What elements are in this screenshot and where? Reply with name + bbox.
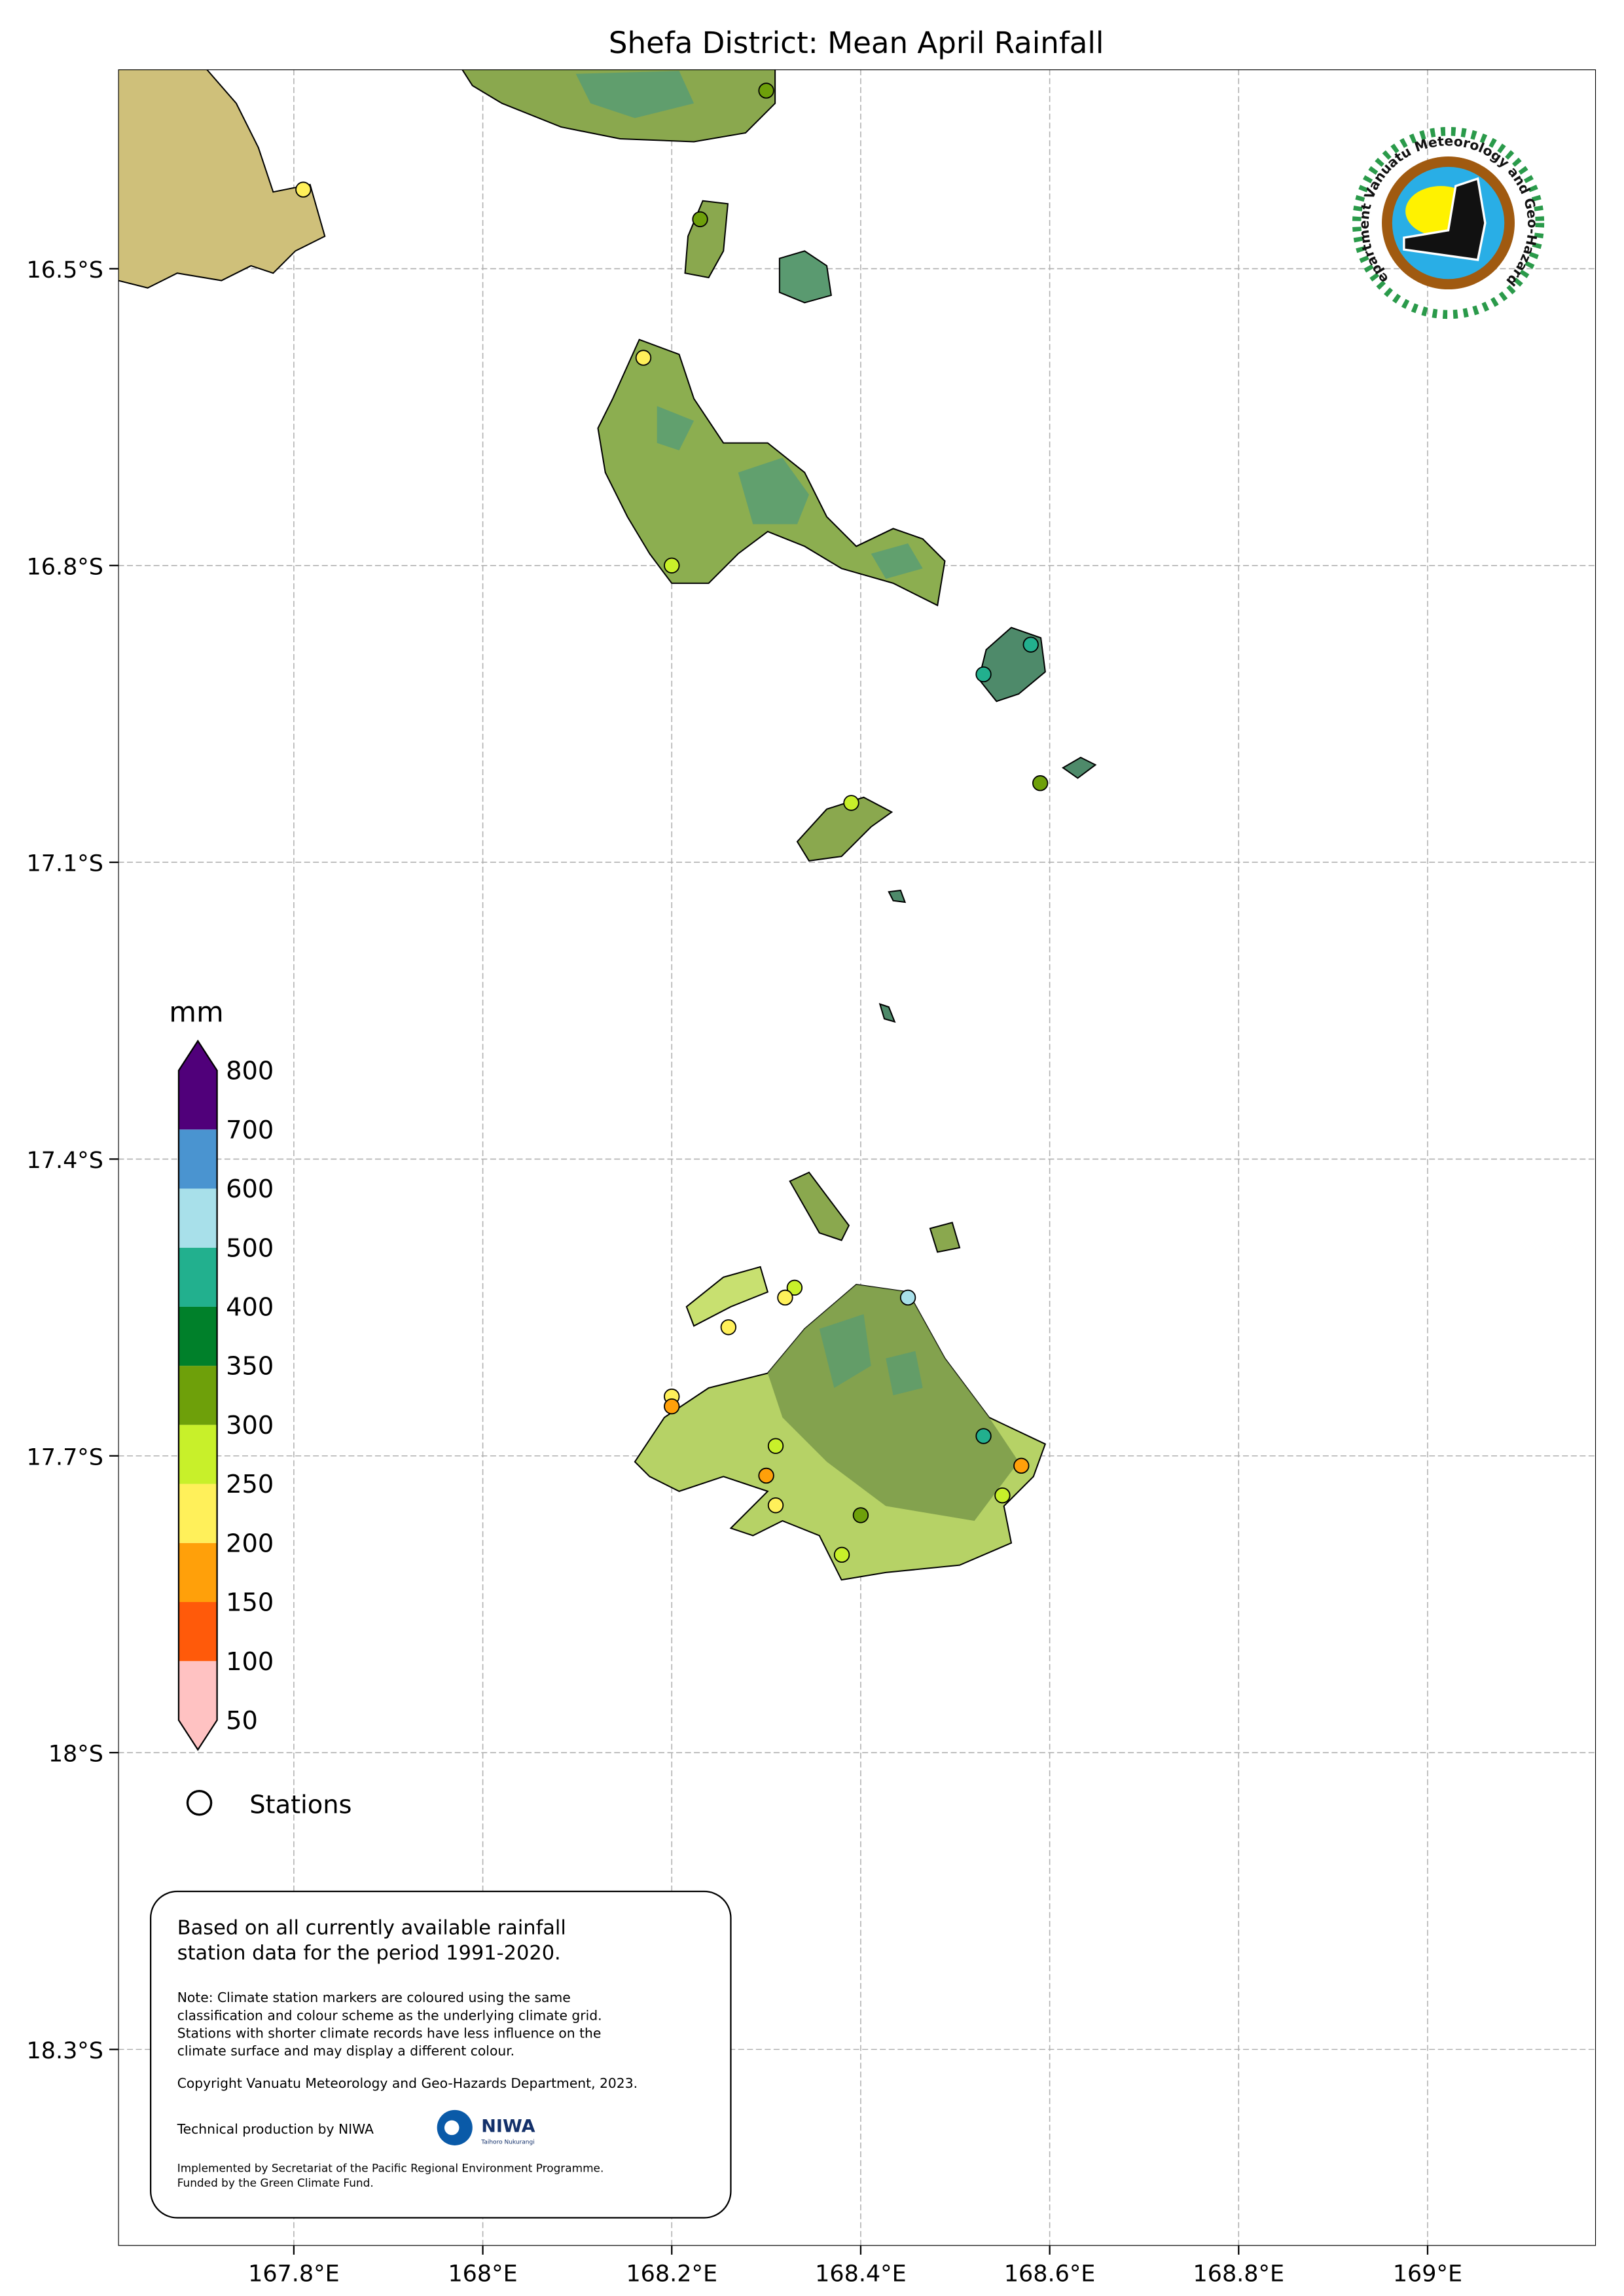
lat-tick-label: 17.1°S	[27, 851, 103, 877]
station-marker[interactable]	[758, 82, 774, 99]
lat-tick-label: 16.5°S	[27, 257, 103, 283]
station-marker[interactable]	[635, 350, 652, 366]
island-mataso	[878, 1003, 896, 1023]
station-markers	[295, 82, 1049, 1563]
station-marker[interactable]	[664, 1398, 680, 1415]
lon-tick-label: 168.2°E	[626, 2261, 717, 2287]
colorbar-label: 200	[226, 1529, 274, 1558]
station-marker[interactable]	[758, 1467, 774, 1484]
colorbar-segment	[178, 1040, 217, 1130]
colorbar-label: 800	[226, 1057, 274, 1086]
lat-tick-label: 18°S	[48, 1741, 103, 1768]
colorbar-segment	[178, 1188, 217, 1248]
colorbar: 50 100 150 200 250 300 350 400 500 600 700 800	[177, 1039, 274, 1751]
island-nguna	[685, 1266, 769, 1327]
lat-tick-label: 17.4°S	[27, 1148, 103, 1174]
island-lopevi	[778, 250, 832, 304]
lon-tick-label: 169°E	[1393, 2261, 1462, 2287]
colorbar-label: 150	[226, 1588, 274, 1618]
colorbar-label: 300	[226, 1411, 274, 1440]
colorbar-label: 50	[226, 1706, 258, 1736]
station-marker[interactable]	[720, 1319, 737, 1336]
colorbar-label: 400	[226, 1292, 274, 1322]
lon-tick-label: 168.8°E	[1193, 2261, 1285, 2287]
colorbar-label: 700	[226, 1116, 274, 1145]
niwa-logo-name: NIWA	[481, 2117, 535, 2137]
colorbar-segment	[178, 1366, 217, 1425]
colorbar-label: 500	[226, 1233, 274, 1263]
niwa-logo-tagline: Taihoro Nukurangi	[480, 2140, 534, 2146]
lat-tick-label: 16.8°S	[27, 554, 103, 580]
colorbar-unit: mm	[169, 996, 223, 1029]
station-marker[interactable]	[843, 795, 859, 811]
colorbar-label: 600	[226, 1175, 274, 1204]
island-makira	[888, 889, 907, 903]
info-copyright: Copyright Vanuatu Meteorology and Geo-Ha…	[177, 2075, 638, 2091]
station-marker[interactable]	[692, 211, 708, 228]
colorbar-label: 100	[226, 1647, 274, 1677]
niwa-logo: NIWA Taihoro Nukurangi	[437, 2109, 535, 2146]
colorbar-label: 250	[226, 1470, 274, 1499]
info-main: Based on all currently available rainfal…	[177, 1916, 573, 1964]
station-marker[interactable]	[1013, 1457, 1030, 1474]
station-marker[interactable]	[852, 1507, 869, 1523]
colorbar-segment	[178, 1247, 217, 1307]
info-technical: Technical production by NIWA	[177, 2121, 374, 2137]
island-emao	[929, 1222, 961, 1253]
colorbar-segment	[178, 1542, 217, 1603]
axis-ticks: 167.8°E 168°E 168.2°E 168.4°E 168.6°E 168.8°E…	[27, 257, 1463, 2287]
info-note: Note: Climate station markers are colour…	[177, 1990, 606, 2058]
ambrym-high-rainfall	[575, 71, 695, 118]
efate-very-high-rainfall	[819, 1314, 923, 1396]
vmgd-logo: Department Vanuatu Meteorology and Geo-H…	[1352, 126, 1545, 319]
island-emae	[796, 796, 893, 862]
station-marker[interactable]	[899, 1289, 916, 1306]
colorbar-segment	[178, 1425, 217, 1484]
station-marker[interactable]	[994, 1487, 1011, 1504]
station-marker[interactable]	[1022, 636, 1039, 653]
lat-tick-label: 17.7°S	[27, 1444, 103, 1470]
station-marker[interactable]	[975, 1428, 992, 1444]
colorbar-segment	[178, 1306, 217, 1366]
station-marker[interactable]	[777, 1289, 793, 1306]
station-marker[interactable]	[767, 1497, 784, 1514]
station-marker[interactable]	[975, 666, 992, 683]
lon-tick-label: 168.4°E	[815, 2261, 907, 2287]
colorbar-label: 350	[226, 1352, 274, 1381]
info-box: Based on all currently available rainfal…	[149, 1890, 732, 2219]
map-title: Shefa District: Mean April Rainfall	[609, 26, 1104, 60]
colorbar-outline	[177, 1039, 218, 1751]
station-marker[interactable]	[786, 1279, 803, 1296]
lon-tick-label: 167.8°E	[248, 2261, 340, 2287]
island-malekula	[118, 69, 326, 289]
island-pele	[789, 1171, 850, 1241]
colorbar-segment	[178, 1484, 217, 1543]
info-implemented: Implemented by Secretariat of the Pacifi…	[177, 2162, 607, 2190]
epi-high-rainfall	[657, 406, 923, 579]
colorbar-segment	[178, 1602, 217, 1662]
colorbar-segment	[178, 1661, 217, 1750]
lon-tick-label: 168.6°E	[1004, 2261, 1096, 2287]
lat-tick-label: 18.3°S	[27, 2038, 103, 2064]
colorbar-segment	[178, 1129, 217, 1189]
station-legend-label: Stations	[249, 1791, 352, 1820]
lon-tick-label: 168°E	[448, 2261, 517, 2287]
station-legend-icon	[186, 1789, 213, 1816]
station-marker[interactable]	[767, 1438, 784, 1454]
island-tongariki	[1062, 756, 1097, 779]
map-area[interactable]	[118, 69, 1597, 2246]
station-marker[interactable]	[664, 557, 680, 574]
station-marker[interactable]	[1032, 775, 1049, 792]
station-marker[interactable]	[833, 1546, 850, 1563]
station-marker[interactable]	[295, 181, 312, 198]
